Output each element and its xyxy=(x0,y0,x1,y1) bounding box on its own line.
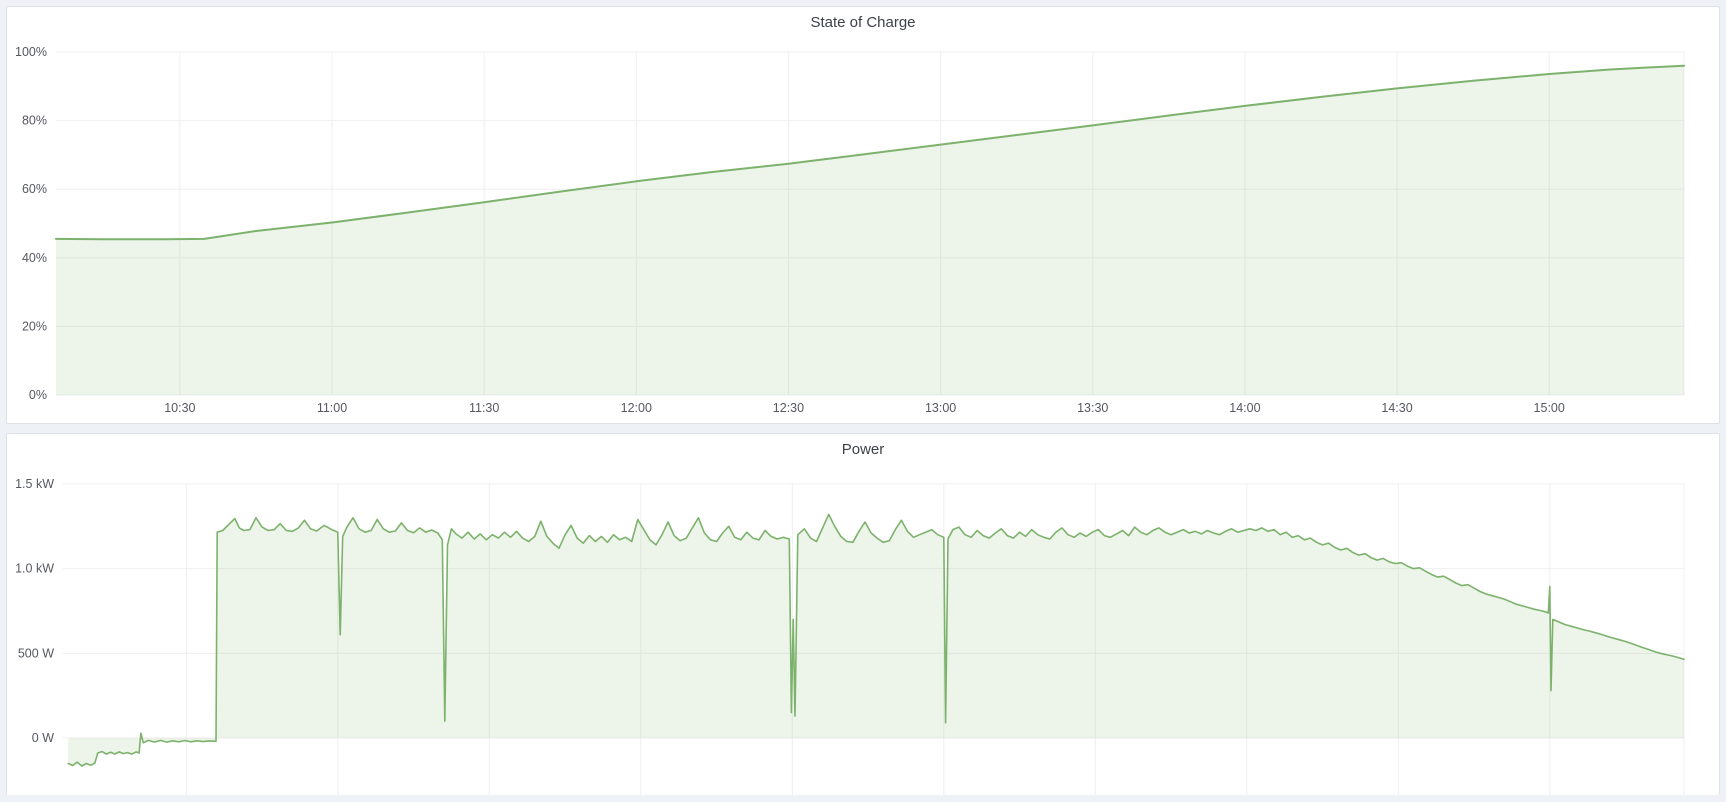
x-axis-tick-label: 10:30 xyxy=(164,401,195,415)
panel-title-power[interactable]: Power xyxy=(841,441,885,458)
series-line xyxy=(55,64,1685,241)
x-axis-tick-label: 12:30 xyxy=(773,401,804,415)
y-axis-tick-label: 20% xyxy=(22,319,47,333)
x-axis-tick-label: 13:30 xyxy=(1077,401,1108,415)
y-axis-tick-label: 500 W xyxy=(18,646,54,660)
x-axis-tick-label: 14:00 xyxy=(1229,401,1260,415)
panel-power: Power 0 W 500 W 1.0 kW 1.5 kW xyxy=(6,433,1720,795)
y-axis-tick-label: 40% xyxy=(22,251,47,265)
x-axis-tick-label: 13:00 xyxy=(925,401,956,415)
series-area xyxy=(68,514,1685,766)
series-area xyxy=(56,65,1684,395)
x-axis-tick-label: 15:00 xyxy=(1534,401,1565,415)
x-axis-tick-label: 12:00 xyxy=(621,401,652,415)
y-axis-tick-label: 60% xyxy=(22,182,47,196)
y-axis-tick-label: 80% xyxy=(22,114,47,128)
y-axis-tick-label: 0 W xyxy=(32,731,54,745)
y-axis-tick-label: 1.0 kW xyxy=(15,562,54,576)
power-chart[interactable]: 0 W 500 W 1.0 kW 1.5 kW xyxy=(7,434,1719,795)
x-axis-tick-label: 14:30 xyxy=(1381,401,1412,415)
x-axis-tick-label: 11:30 xyxy=(469,401,499,415)
state-of-charge-chart[interactable]: 0% 20% 40% 60% 80% 100% 10:30 11:00 11:30 12:00 12… xyxy=(7,7,1719,423)
series-line xyxy=(67,513,1685,767)
panel-state-of-charge: State of Charge 0% 20% 40% 60% 80% 100% 10:30 1… xyxy=(6,6,1720,424)
x-axis-tick-label: 11:00 xyxy=(317,401,347,415)
y-axis-tick-label: 1.5 kW xyxy=(15,477,54,491)
y-axis-tick-label: 100% xyxy=(15,45,47,59)
panel-title-state-of-charge[interactable]: State of Charge xyxy=(810,14,916,31)
y-axis-tick-label: 0% xyxy=(29,388,47,402)
